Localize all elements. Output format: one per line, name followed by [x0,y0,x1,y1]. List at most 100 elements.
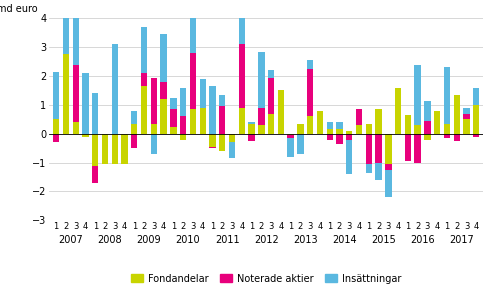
Bar [356,125,362,134]
Bar [92,93,99,134]
Bar [366,124,372,134]
Bar [258,108,265,125]
Bar [248,134,255,141]
Bar [366,164,372,173]
Bar [111,134,118,164]
Bar [395,88,401,134]
Bar [326,122,333,129]
Bar [444,134,450,138]
Bar [317,111,323,134]
Bar [160,99,167,134]
Text: 2010: 2010 [176,235,200,245]
Bar [92,134,99,166]
Bar [434,111,440,134]
Bar [287,135,294,138]
Bar [151,77,157,124]
Bar [424,101,430,121]
Bar [151,124,157,134]
Bar [219,106,225,134]
Bar [463,114,470,119]
Text: 2009: 2009 [137,235,161,245]
Bar [92,166,99,183]
Bar [268,114,274,134]
Text: 2015: 2015 [371,235,396,245]
Bar [131,124,138,134]
Text: 2013: 2013 [293,235,317,245]
Bar [190,0,196,53]
Bar [141,73,147,86]
Bar [63,6,69,54]
Bar [170,98,176,109]
Text: 2007: 2007 [59,235,83,245]
Bar [307,117,314,134]
Bar [210,134,215,147]
Bar [405,115,411,134]
Bar [454,134,460,141]
Bar [287,134,294,135]
Bar [210,86,215,134]
Bar [297,124,304,134]
Bar [444,124,450,134]
Bar [258,51,265,108]
Text: 2008: 2008 [98,235,122,245]
Bar [258,125,265,134]
Bar [385,170,391,197]
Bar [375,109,382,134]
Bar [473,88,480,105]
Bar [239,108,245,134]
Bar [268,70,274,77]
Bar [131,134,138,148]
Bar [53,134,59,142]
Bar [444,67,450,124]
Bar [72,0,79,65]
Bar [463,119,470,134]
Legend: Fondandelar, Noterade aktier, Insättningar: Fondandelar, Noterade aktier, Insättning… [128,270,405,287]
Bar [473,134,480,137]
Bar [141,27,147,73]
Bar [160,82,167,99]
Bar [415,134,421,162]
Bar [190,109,196,134]
Bar [239,44,245,108]
Bar [72,65,79,122]
Bar [385,164,391,170]
Bar [336,122,343,129]
Bar [200,79,206,108]
Text: 2014: 2014 [332,235,357,245]
Bar [53,119,59,134]
Bar [278,91,284,134]
Bar [121,134,128,164]
Text: 2012: 2012 [254,235,279,245]
Bar [336,129,343,134]
Bar [424,134,430,140]
Bar [326,129,333,134]
Bar [424,121,430,134]
Bar [415,65,421,125]
Bar [248,124,255,134]
Bar [239,7,245,44]
Bar [307,60,314,69]
Bar [111,44,118,134]
Bar [375,162,382,180]
Text: 2011: 2011 [215,235,240,245]
Bar [229,142,235,158]
Bar [180,88,186,117]
Bar [287,138,294,157]
Bar [473,105,480,134]
Bar [131,111,138,124]
Bar [375,134,382,162]
Bar [210,147,215,148]
Bar [346,140,352,174]
Bar [102,134,108,164]
Bar [229,134,235,142]
Text: 2016: 2016 [410,235,435,245]
Bar [307,69,314,117]
Bar [219,134,225,151]
Bar [180,134,186,140]
Bar [463,108,470,114]
Bar [200,108,206,134]
Bar [268,77,274,114]
Bar [326,134,333,140]
Text: 2017: 2017 [449,235,474,245]
Bar [151,134,157,154]
